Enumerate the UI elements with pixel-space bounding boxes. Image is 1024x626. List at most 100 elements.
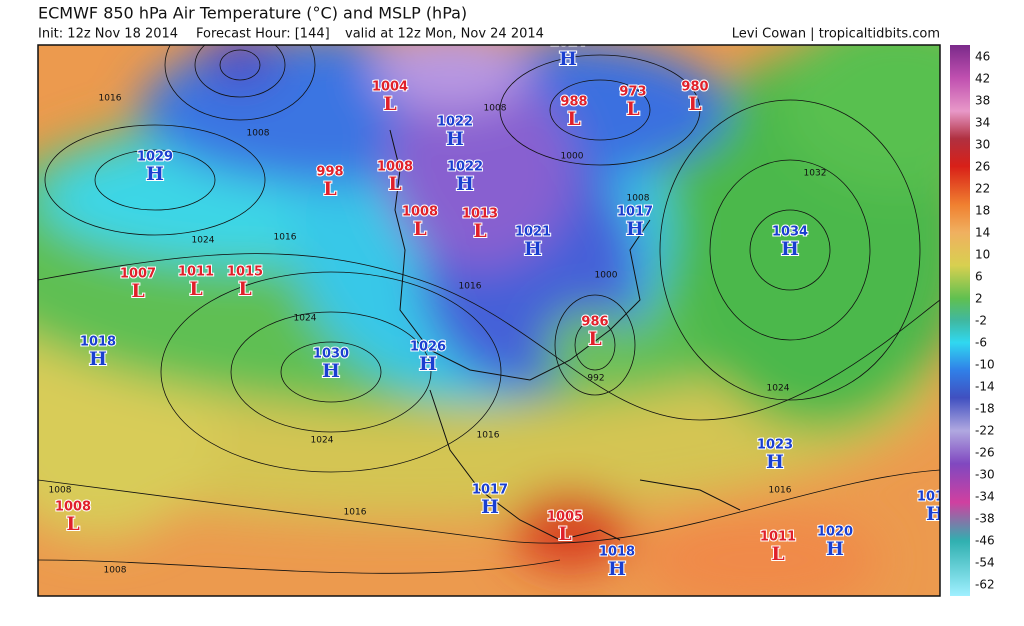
- isobar-label: 992: [587, 374, 604, 384]
- pressure-value: 1017: [617, 205, 653, 220]
- pressure-letter: L: [558, 523, 571, 545]
- colorbar-label: 46: [975, 50, 990, 64]
- pressure-value: 1011: [178, 265, 214, 280]
- colorbar-label: -62: [975, 578, 995, 592]
- pressure-value: 1008: [377, 160, 413, 175]
- title: ECMWF 850 hPa Air Temperature (°C) and M…: [38, 4, 467, 23]
- colorbar-label: 26: [975, 160, 990, 174]
- pressure-letter: H: [146, 163, 164, 185]
- pressure-value: 998: [316, 165, 343, 180]
- colorbar-label: -34: [975, 490, 995, 504]
- pressure-value: 973: [619, 85, 646, 100]
- pressure-value: 1022: [447, 160, 483, 175]
- pressure-value: 1020: [817, 525, 853, 540]
- pressure-letter: L: [189, 278, 202, 300]
- isobar-label: 1016: [769, 486, 792, 496]
- pressure-value: 1029: [137, 150, 173, 165]
- colorbar-label: -46: [975, 534, 995, 548]
- pressure-letter: L: [473, 220, 486, 242]
- isobar-label: 1000: [561, 152, 584, 162]
- colorbar-label: 6: [975, 270, 983, 284]
- colorbar-label: 2: [975, 292, 983, 306]
- isobar-label: 1008: [484, 104, 507, 114]
- pressure-letter: H: [446, 128, 464, 150]
- isobar-label: 1008: [627, 194, 650, 204]
- colorbar: [950, 45, 970, 596]
- pressure-letter: L: [567, 108, 580, 130]
- pressure-letter: H: [419, 353, 437, 375]
- valid-time: valid at 12z Mon, Nov 24 2014: [345, 27, 544, 42]
- pressure-value: 1017: [472, 483, 508, 498]
- isobar-label: 1032: [804, 169, 827, 179]
- forecast-hour: Forecast Hour: [144]: [196, 27, 330, 42]
- pressure-letter: H: [89, 348, 107, 370]
- colorbar-label: 30: [975, 138, 990, 152]
- pressure-letter: L: [688, 93, 701, 115]
- colorbar-label: -38: [975, 512, 995, 526]
- isobar-label: 1008: [104, 566, 127, 576]
- pressure-value: 980: [681, 80, 708, 95]
- map: 1016 1008 1024 1016 1008 1016 1024 1024 1008 1016…: [38, 35, 953, 596]
- isobar-label: 1024: [311, 436, 334, 446]
- colorbar-label: -30: [975, 468, 995, 482]
- pressure-value: 1008: [402, 205, 438, 220]
- pressure-letter: H: [322, 360, 340, 382]
- pressure-value: 1026: [410, 340, 446, 355]
- isobar-label: 1016: [344, 508, 367, 518]
- pressure-value: 1023: [757, 438, 793, 453]
- colorbar-label: -26: [975, 446, 995, 460]
- pressure-value: 1034: [772, 225, 808, 240]
- colorbar-label: -2: [975, 314, 987, 328]
- isobar-label: 1024: [767, 384, 790, 394]
- isobar-label: 1024: [192, 236, 215, 246]
- pressure-letter: L: [388, 173, 401, 195]
- pressure-letter: L: [626, 98, 639, 120]
- credit: Levi Cowan | tropicaltidbits.com: [732, 27, 940, 42]
- isobar-label: 1000: [595, 271, 618, 281]
- init: Init: 12z Nov 18 2014: [38, 27, 178, 42]
- pressure-value: 988: [560, 95, 587, 110]
- pressure-value: 1015: [227, 265, 263, 280]
- isobar-label: 1016: [477, 431, 500, 441]
- pressure-letter: H: [626, 218, 644, 240]
- colorbar-label: -14: [975, 380, 995, 394]
- pressure-value: 1005: [547, 510, 583, 525]
- colorbar-label: 18: [975, 204, 990, 218]
- pressure-value: 1014: [550, 35, 586, 50]
- colorbar-label: 34: [975, 116, 990, 130]
- pressure-letter: H: [781, 238, 799, 260]
- isobar-label: 1024: [294, 314, 317, 324]
- colorbar-label: -22: [975, 424, 995, 438]
- colorbar-label: 14: [975, 226, 990, 240]
- pressure-letter: L: [588, 328, 601, 350]
- pressure-letter: L: [323, 178, 336, 200]
- map-frame: [37, 44, 941, 597]
- colorbar-label: 10: [975, 248, 990, 262]
- isobar-label: 1016: [274, 233, 297, 243]
- isobar-label: 1008: [247, 129, 270, 139]
- pressure-letter: H: [608, 558, 626, 580]
- colorbar-label: 22: [975, 182, 990, 196]
- colorbar-label: -54: [975, 556, 995, 570]
- pressure-value: 1017: [917, 490, 953, 505]
- colorbar-label: 42: [975, 72, 990, 86]
- pressure-value: 1018: [80, 335, 116, 350]
- pressure-value: 1013: [462, 207, 498, 222]
- pressure-letter: L: [413, 218, 426, 240]
- pressure-letter: H: [826, 538, 844, 560]
- pressure-value: 986: [581, 315, 608, 330]
- pressure-letter: L: [238, 278, 251, 300]
- pressure-letter: L: [383, 93, 396, 115]
- pressure-letter: L: [66, 513, 79, 535]
- pressure-value: 1021: [515, 225, 551, 240]
- pressure-letter: H: [524, 238, 542, 260]
- pressure-value: 1004: [372, 80, 408, 95]
- pressure-letter: H: [559, 48, 577, 70]
- isobar-label: 1008: [49, 486, 72, 496]
- pressure-letter: H: [481, 496, 499, 518]
- pressure-value: 1011: [760, 530, 796, 545]
- pressure-letter: H: [766, 451, 784, 473]
- pressure-value: 1022: [437, 115, 473, 130]
- pressure-letter: L: [131, 280, 144, 302]
- colorbar-label: -18: [975, 402, 995, 416]
